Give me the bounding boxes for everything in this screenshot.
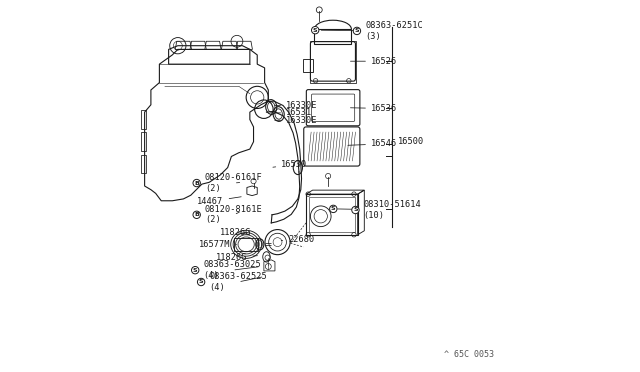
Circle shape <box>330 205 337 212</box>
Text: 08120-6161F
(2): 08120-6161F (2) <box>205 173 262 193</box>
Text: 16530: 16530 <box>273 160 307 169</box>
Text: 22680: 22680 <box>281 235 314 244</box>
Text: S: S <box>193 268 198 273</box>
Text: S: S <box>353 208 358 212</box>
Circle shape <box>193 211 200 218</box>
Text: S: S <box>331 206 335 211</box>
Circle shape <box>191 266 199 274</box>
Text: 08363-62525
(4): 08363-62525 (4) <box>209 272 267 292</box>
Text: 16536: 16536 <box>351 104 397 113</box>
Text: 08120-8161E
(2): 08120-8161E (2) <box>205 205 262 224</box>
Text: B: B <box>195 180 199 186</box>
Text: ^ 65C 0053: ^ 65C 0053 <box>444 350 493 359</box>
Text: 11826G: 11826G <box>216 253 257 263</box>
Circle shape <box>352 206 359 214</box>
Text: 08363-6251C
(3): 08363-6251C (3) <box>321 21 423 41</box>
Text: 16500: 16500 <box>398 137 424 146</box>
Text: 16546: 16546 <box>348 140 397 148</box>
Text: 16330E: 16330E <box>275 116 317 125</box>
Circle shape <box>193 179 200 187</box>
Text: S: S <box>355 28 359 33</box>
Text: B: B <box>195 212 199 217</box>
Text: 16526: 16526 <box>351 57 397 66</box>
Text: 16577M: 16577M <box>199 240 237 249</box>
Circle shape <box>353 27 360 35</box>
Text: 11826G: 11826G <box>220 228 251 237</box>
Text: S: S <box>313 28 317 33</box>
Text: S: S <box>199 279 204 285</box>
Circle shape <box>312 26 319 34</box>
Circle shape <box>197 278 205 286</box>
Text: 08363-63025
(4): 08363-63025 (4) <box>204 260 261 280</box>
Text: 14467: 14467 <box>197 197 241 206</box>
Text: 16531: 16531 <box>275 108 312 118</box>
Text: 08310-51614
(10): 08310-51614 (10) <box>337 200 421 220</box>
Text: 16330E: 16330E <box>275 101 317 110</box>
